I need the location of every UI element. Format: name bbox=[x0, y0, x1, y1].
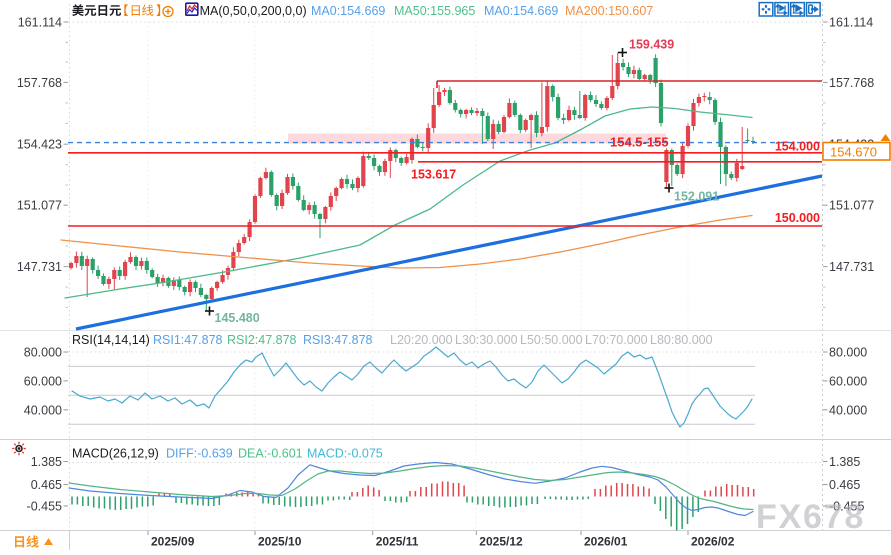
svg-text:151.077: 151.077 bbox=[17, 199, 62, 213]
svg-text:L70:70.000: L70:70.000 bbox=[585, 333, 648, 347]
svg-text:2025/12: 2025/12 bbox=[479, 535, 523, 549]
svg-text:DIFF:-0.639: DIFF:-0.639 bbox=[166, 447, 233, 461]
svg-text:MA50:155.965: MA50:155.965 bbox=[394, 4, 475, 18]
svg-text:154.423: 154.423 bbox=[17, 138, 62, 152]
svg-text:L20:20.000: L20:20.000 bbox=[390, 333, 453, 347]
svg-text:MACD(26,12,9): MACD(26,12,9) bbox=[72, 447, 159, 461]
svg-text:147.731: 147.731 bbox=[17, 260, 62, 274]
svg-text:MA0:154.669: MA0:154.669 bbox=[484, 4, 558, 18]
svg-text:MACD:-0.075: MACD:-0.075 bbox=[307, 447, 383, 461]
svg-text:40.000: 40.000 bbox=[829, 403, 867, 417]
svg-text:2026/01: 2026/01 bbox=[584, 535, 628, 549]
svg-text:1.385: 1.385 bbox=[31, 455, 62, 469]
svg-text:RSI2:47.878: RSI2:47.878 bbox=[227, 333, 297, 347]
svg-text:153.617: 153.617 bbox=[411, 168, 456, 182]
svg-text:1.385: 1.385 bbox=[829, 455, 860, 469]
svg-text:151.077: 151.077 bbox=[829, 199, 874, 213]
svg-text:-0.455: -0.455 bbox=[27, 500, 62, 514]
svg-text:DEA:-0.601: DEA:-0.601 bbox=[238, 447, 303, 461]
svg-text:0.465: 0.465 bbox=[31, 478, 62, 492]
svg-text:145.480: 145.480 bbox=[215, 311, 260, 325]
svg-text:147.731: 147.731 bbox=[829, 260, 874, 274]
svg-text:2025/11: 2025/11 bbox=[376, 535, 419, 549]
svg-text:MA(0,50,0,200,0,0): MA(0,50,0,200,0,0) bbox=[200, 4, 307, 18]
svg-text:L50:50.000: L50:50.000 bbox=[520, 333, 583, 347]
svg-text:FX678: FX678 bbox=[756, 498, 865, 536]
svg-text:60.000: 60.000 bbox=[829, 374, 867, 388]
svg-text:154.000: 154.000 bbox=[775, 140, 820, 154]
svg-text:154.5-155: 154.5-155 bbox=[610, 135, 669, 150]
svg-text:2025/09: 2025/09 bbox=[151, 535, 195, 549]
svg-text:MA0:154.669: MA0:154.669 bbox=[311, 4, 385, 18]
svg-text:RSI3:47.878: RSI3:47.878 bbox=[303, 333, 373, 347]
svg-text:2025/10: 2025/10 bbox=[258, 535, 302, 549]
svg-text:154.670: 154.670 bbox=[830, 145, 877, 160]
svg-text:157.768: 157.768 bbox=[829, 76, 874, 90]
svg-text:60.000: 60.000 bbox=[24, 374, 62, 388]
svg-text:161.114: 161.114 bbox=[829, 16, 873, 30]
svg-text:80.000: 80.000 bbox=[24, 346, 62, 360]
svg-text:L80:80.000: L80:80.000 bbox=[650, 333, 713, 347]
svg-text:0.465: 0.465 bbox=[829, 478, 860, 492]
svg-text:L30:30.000: L30:30.000 bbox=[455, 333, 518, 347]
svg-text:40.000: 40.000 bbox=[24, 403, 62, 417]
svg-text:80.000: 80.000 bbox=[829, 346, 867, 360]
svg-text:RSI(14,14,14): RSI(14,14,14) bbox=[72, 333, 150, 347]
svg-text:-0.455: -0.455 bbox=[829, 500, 864, 514]
svg-text:RSI1:47.878: RSI1:47.878 bbox=[153, 333, 223, 347]
svg-text:150.000: 150.000 bbox=[775, 211, 820, 225]
svg-text:152.091: 152.091 bbox=[674, 190, 719, 204]
svg-text:2026/02: 2026/02 bbox=[691, 535, 735, 549]
svg-text:MA200:150.607: MA200:150.607 bbox=[565, 4, 653, 18]
svg-text:157.768: 157.768 bbox=[17, 76, 62, 90]
svg-text:159.439: 159.439 bbox=[629, 38, 674, 52]
svg-text:161.114: 161.114 bbox=[18, 16, 62, 30]
